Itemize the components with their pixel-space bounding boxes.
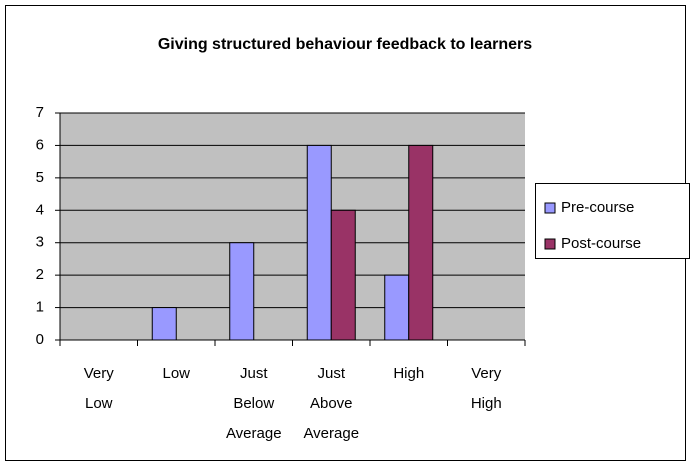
y-tick-label: 4 [36, 201, 44, 218]
x-tick-label: Just Above Average [303, 365, 360, 442]
y-tick-label: 2 [36, 266, 44, 283]
x-tick-label: Very High [470, 365, 502, 412]
legend-swatch [544, 202, 556, 214]
legend-box [535, 183, 690, 259]
bar [408, 144, 434, 341]
y-tick-label: 7 [36, 104, 44, 121]
y-tick-label: 6 [36, 136, 44, 153]
x-tick-label: Low [162, 365, 191, 382]
y-tick-label: 1 [36, 299, 44, 316]
y-tick-label: 3 [36, 234, 44, 251]
y-tick-label: 0 [36, 331, 44, 348]
legend-label: Post-course [561, 235, 641, 252]
legend-swatch [544, 238, 556, 250]
y-tick-label: 5 [36, 169, 44, 186]
x-tick-label: Very Low [83, 365, 114, 412]
bar [229, 242, 255, 341]
plot-area [60, 113, 525, 340]
bar [330, 209, 356, 341]
bar [384, 274, 410, 341]
chart-title: Giving structured behaviour feedback to … [158, 36, 532, 53]
bar [151, 307, 177, 341]
bar [306, 144, 332, 341]
x-tick-label: Just Below Average [225, 365, 282, 442]
legend-label: Pre-course [561, 199, 634, 216]
x-tick-label: High [393, 365, 425, 382]
